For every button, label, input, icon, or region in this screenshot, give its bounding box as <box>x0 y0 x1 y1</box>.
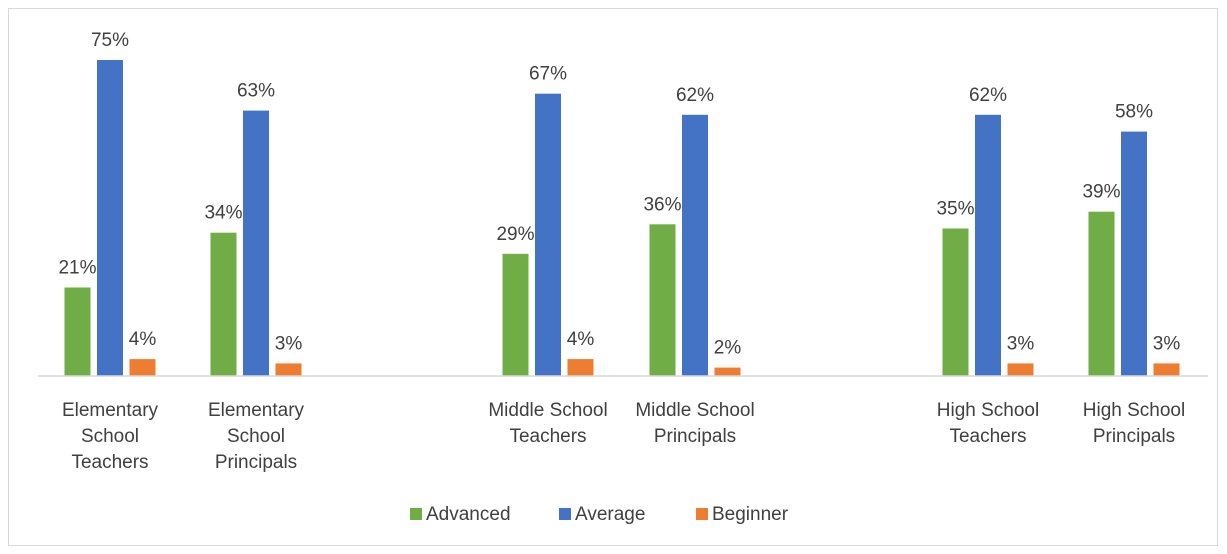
category-label-line: Teachers <box>71 452 148 473</box>
bar-average-4 <box>975 114 1001 377</box>
data-label-average-4: 62% <box>969 85 1007 106</box>
legend-swatch-average <box>559 508 571 520</box>
legend: Advanced Average Beginner <box>410 504 789 525</box>
category-label-line: Teachers <box>949 426 1026 447</box>
category-label-line: Principals <box>215 452 297 473</box>
category-label-line: Teachers <box>509 426 586 447</box>
category-label-3: Middle School Principals <box>635 400 754 447</box>
category-label-line: School <box>81 426 139 447</box>
data-labels-layer: 21% 34% 29% 36% 35% 39% 75% 63% 67% 62% 62% 58% 4% 3%… <box>58 30 1180 359</box>
category-label-4: High School Teachers <box>937 400 1039 447</box>
bar-beginner-0 <box>129 359 156 376</box>
bar-beginner-2 <box>567 359 594 376</box>
bar-beginner-3 <box>714 367 741 376</box>
bar-average-2 <box>535 93 561 376</box>
bar-average-1 <box>243 110 269 376</box>
category-label-line: Elementary <box>62 400 159 421</box>
data-label-average-5: 58% <box>1115 102 1153 123</box>
chart-frame <box>8 8 1218 546</box>
bar-advanced-1 <box>210 232 237 376</box>
data-label-advanced-3: 36% <box>643 194 681 215</box>
data-label-beginner-4: 3% <box>1007 333 1035 354</box>
bar-beginner-4 <box>1007 363 1034 376</box>
data-label-beginner-2: 4% <box>567 329 595 350</box>
bars-layer <box>64 60 1180 377</box>
category-label-2: Middle School Teachers <box>488 400 607 447</box>
bar-average-0 <box>97 60 123 376</box>
category-label-line: Elementary <box>208 400 305 421</box>
category-label-line: Principals <box>1093 426 1175 447</box>
category-label-line: School <box>227 426 285 447</box>
data-label-average-1: 63% <box>237 81 275 102</box>
category-label-0: Elementary School Teachers <box>62 400 159 473</box>
data-label-average-0: 75% <box>91 30 129 51</box>
category-label-line: High School <box>937 400 1039 421</box>
data-label-beginner-5: 3% <box>1153 333 1181 354</box>
bar-advanced-4 <box>942 228 969 376</box>
bar-beginner-1 <box>275 363 302 376</box>
legend-label-advanced: Advanced <box>426 504 511 525</box>
data-label-advanced-4: 35% <box>936 199 974 220</box>
data-label-advanced-1: 34% <box>204 203 242 224</box>
category-label-5: High School Principals <box>1083 400 1185 447</box>
bar-advanced-5 <box>1088 211 1115 376</box>
bar-advanced-0 <box>64 287 91 376</box>
category-label-line: High School <box>1083 400 1185 421</box>
data-label-advanced-0: 21% <box>58 258 96 279</box>
data-label-average-2: 67% <box>529 64 567 85</box>
data-label-advanced-2: 29% <box>496 224 534 245</box>
bar-advanced-2 <box>502 253 529 376</box>
legend-swatch-beginner <box>696 508 708 520</box>
category-label-1: Elementary School Principals <box>208 400 305 473</box>
category-label-line: Principals <box>654 426 736 447</box>
category-label-line: Middle School <box>488 400 607 421</box>
category-labels-layer: Elementary School Teachers Elementary School… <box>62 400 1185 473</box>
bar-advanced-3 <box>649 224 676 376</box>
legend-label-beginner: Beginner <box>712 504 789 525</box>
bar-average-5 <box>1121 131 1147 376</box>
data-label-advanced-5: 39% <box>1082 182 1120 203</box>
data-label-average-3: 62% <box>676 85 714 106</box>
legend-label-average: Average <box>575 504 645 525</box>
legend-swatch-advanced <box>410 508 422 520</box>
data-label-beginner-3: 2% <box>714 338 742 359</box>
bar-beginner-5 <box>1153 363 1180 376</box>
data-label-beginner-0: 4% <box>129 329 157 350</box>
bar-average-3 <box>682 114 708 377</box>
data-label-beginner-1: 3% <box>275 333 303 354</box>
category-label-line: Middle School <box>635 400 754 421</box>
